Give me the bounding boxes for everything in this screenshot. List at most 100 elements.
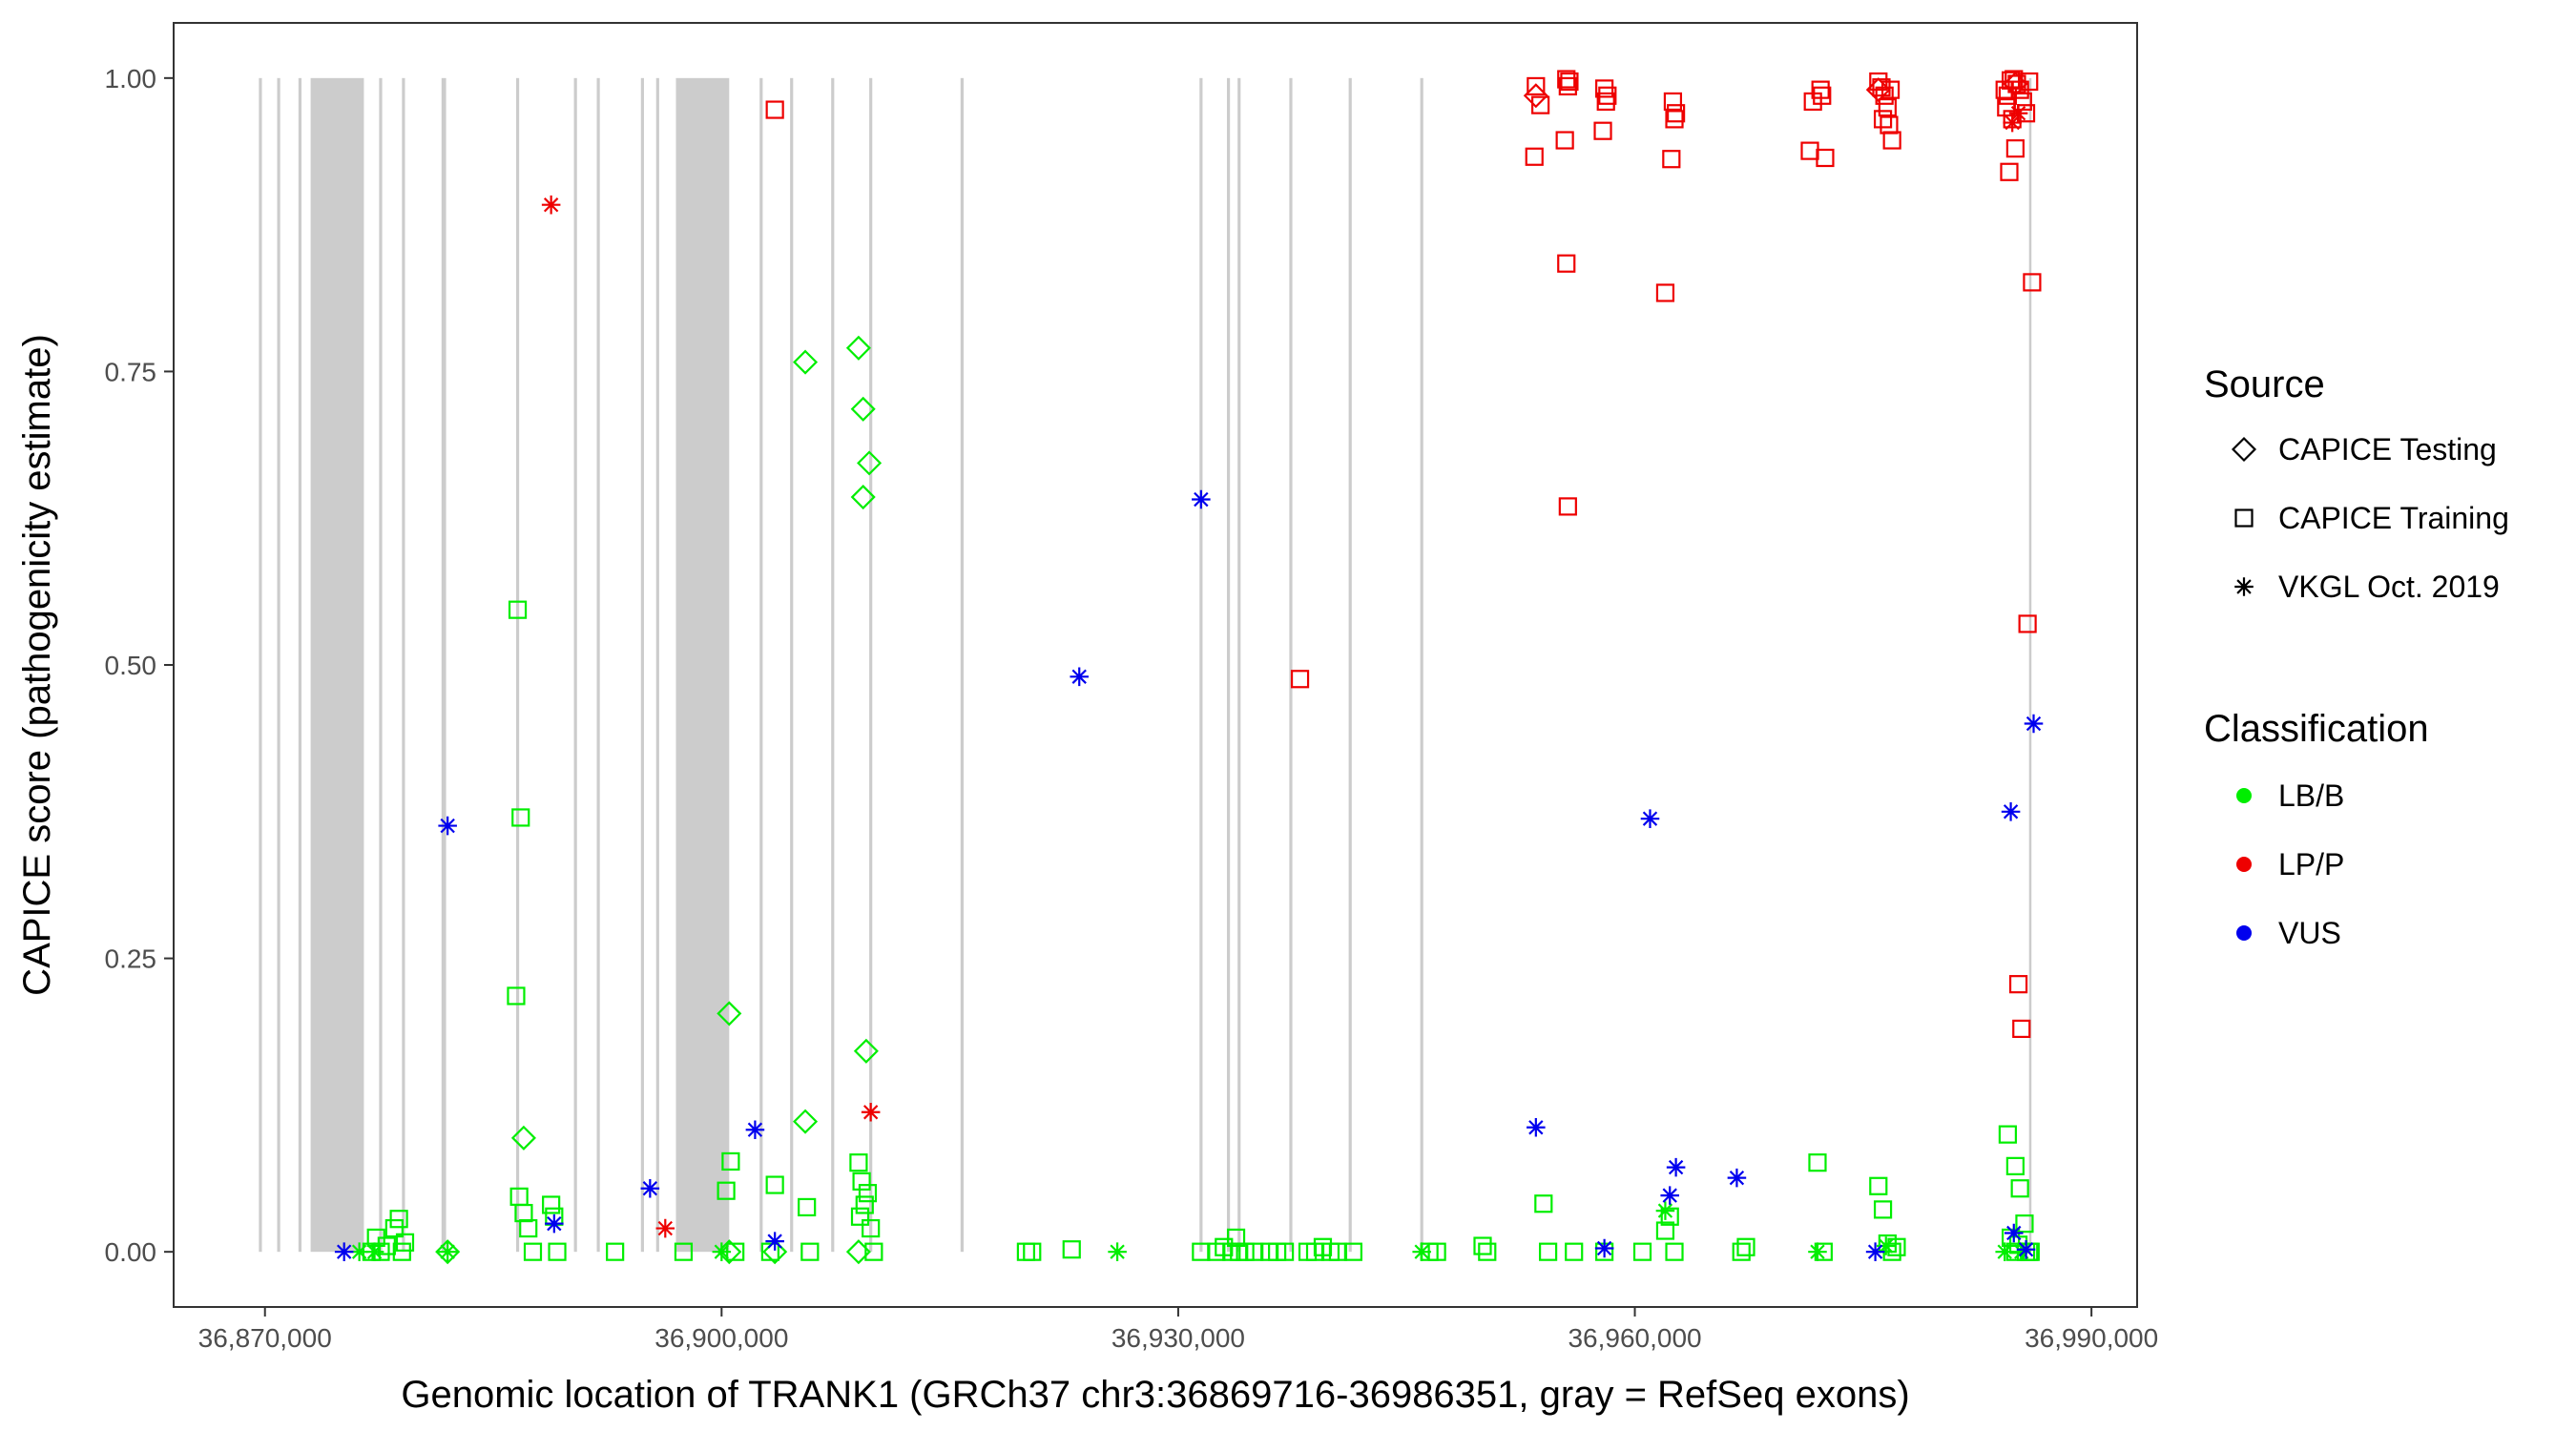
data-point — [1558, 76, 1577, 96]
legend-source-label: CAPICE Testing — [2278, 432, 2497, 467]
data-point — [798, 1197, 817, 1217]
data-point — [1727, 1168, 1747, 1188]
data-point — [1343, 1242, 1362, 1261]
data-point — [1640, 809, 1660, 828]
data-point — [2010, 1179, 2029, 1198]
data-point — [1813, 86, 1832, 105]
data-point — [1665, 110, 1684, 129]
data-point — [721, 1151, 740, 1172]
exon-band — [573, 77, 577, 1253]
data-point — [2011, 1242, 2031, 1261]
data-point — [1558, 497, 1577, 516]
y-axis-title: CAPICE score (pathogenicity estimate) — [16, 334, 58, 996]
data-point — [1732, 1242, 1751, 1261]
data-point — [858, 1184, 878, 1203]
data-point — [541, 195, 561, 215]
exon-band — [596, 77, 600, 1253]
data-point — [507, 986, 526, 1006]
data-point — [2023, 273, 2042, 292]
data-point — [857, 450, 883, 476]
data-point — [717, 1181, 736, 1200]
data-point — [1869, 1176, 1888, 1195]
exon-band — [298, 77, 302, 1253]
exon-band — [675, 77, 730, 1253]
exon-band — [655, 77, 659, 1253]
data-point — [674, 1242, 694, 1261]
exon-band — [515, 77, 520, 1253]
y-tick-label: 1.00 — [105, 64, 157, 93]
data-point — [1876, 1236, 1896, 1255]
data-point — [1595, 79, 1614, 98]
data-point — [349, 1242, 369, 1261]
exon-band — [759, 77, 763, 1253]
legend-source-title: Source — [2204, 363, 2325, 405]
data-point — [712, 1242, 732, 1261]
data-point — [1655, 283, 1675, 302]
data-point — [852, 1172, 871, 1191]
data-point — [850, 396, 876, 422]
data-point — [1667, 104, 1686, 123]
data-point — [853, 1038, 879, 1064]
data-point — [384, 1218, 404, 1238]
data-point — [1998, 1125, 2017, 1144]
data-point — [1108, 1242, 1127, 1261]
point-layer — [334, 70, 2044, 1265]
data-point — [545, 1213, 564, 1234]
data-point — [2005, 139, 2025, 158]
data-point — [2008, 103, 2028, 123]
legend-source-key — [2234, 577, 2254, 596]
legend-source-key — [2234, 508, 2254, 528]
data-point — [1666, 1157, 1686, 1177]
exon-band — [640, 77, 644, 1253]
data-point — [438, 816, 457, 836]
data-point — [2001, 802, 2021, 821]
data-point — [2008, 975, 2028, 994]
data-point — [511, 808, 530, 827]
data-point — [392, 1242, 411, 1261]
data-point — [1816, 148, 1835, 168]
exon-band — [402, 77, 405, 1253]
data-point — [2005, 1156, 2025, 1175]
data-point — [334, 1242, 354, 1261]
data-point — [1808, 1242, 1827, 1261]
exon-band — [310, 77, 364, 1253]
y-tick-label: 0.00 — [105, 1237, 157, 1267]
data-point — [1062, 1240, 1081, 1259]
data-point — [519, 1218, 538, 1238]
data-point — [1663, 92, 1683, 112]
data-point — [438, 1242, 457, 1261]
axis-layer: 36,870,000 36,900,000 36,930,000 36,960,000… — [105, 64, 2159, 1353]
data-point — [793, 349, 819, 375]
data-point — [765, 1232, 784, 1251]
data-point — [1873, 110, 1893, 129]
legend-classification-label: VUS — [2278, 916, 2341, 950]
data-point — [1660, 1186, 1679, 1205]
data-point — [1593, 121, 1612, 140]
exon-band — [1420, 77, 1423, 1253]
data-point — [1878, 97, 1897, 117]
data-point — [364, 1242, 384, 1261]
x-axis-title: Genomic location of TRANK1 (GRCh37 chr3:… — [401, 1374, 1909, 1416]
data-point — [765, 1175, 784, 1194]
exon-band — [1289, 77, 1293, 1253]
legend-source-label: VKGL Oct. 2019 — [2278, 570, 2500, 604]
data-point — [2018, 614, 2037, 633]
data-point — [1655, 1221, 1675, 1240]
data-point — [1875, 86, 1894, 105]
exon-band — [1348, 77, 1352, 1253]
x-tick-label: 36,990,000 — [2025, 1323, 2158, 1353]
data-point — [861, 1102, 881, 1122]
data-point — [717, 1001, 742, 1027]
data-point — [1473, 1236, 1492, 1255]
y-tick-label: 0.75 — [105, 357, 157, 386]
data-point — [1808, 1153, 1827, 1172]
data-point — [864, 1242, 883, 1261]
exon-layer — [259, 77, 2032, 1253]
data-point — [862, 1218, 881, 1238]
data-point — [1594, 1238, 1614, 1258]
legend-source-label: CAPICE Training — [2278, 501, 2509, 535]
data-point — [850, 1207, 870, 1226]
data-point — [849, 1153, 868, 1172]
